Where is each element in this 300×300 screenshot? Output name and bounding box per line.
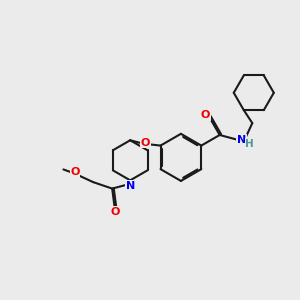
Text: O: O	[201, 110, 210, 120]
Text: O: O	[110, 207, 120, 217]
Text: N: N	[126, 181, 135, 190]
Text: N: N	[237, 135, 246, 145]
Text: O: O	[70, 167, 80, 177]
Text: H: H	[245, 139, 254, 149]
Text: O: O	[141, 138, 150, 148]
